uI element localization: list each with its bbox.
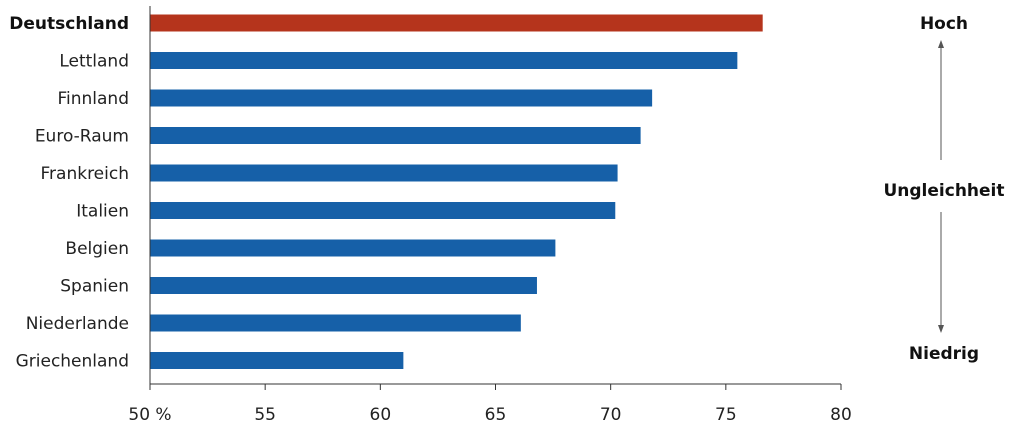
arrow-down-icon <box>938 325 944 333</box>
bar <box>150 352 404 369</box>
category-label: Euro-Raum <box>35 127 129 147</box>
x-tick-label: 60 <box>370 405 392 425</box>
inequality-scale: Hoch Ungleichheit Niedrig <box>883 14 1004 364</box>
bar <box>150 89 653 107</box>
bars-group <box>150 14 763 369</box>
x-ticks: 50 % 55 60 65 70 75 80 <box>128 384 852 425</box>
category-labels: Deutschland Lettland Finnland Euro-Raum Fran… <box>9 14 129 372</box>
bar <box>150 52 738 69</box>
scale-high-label: Hoch <box>920 14 968 34</box>
scale-middle-label: Ungleichheit <box>883 181 1004 201</box>
bar <box>150 202 616 219</box>
category-label: Finnland <box>57 89 129 109</box>
category-label: Deutschland <box>9 14 129 34</box>
bar <box>150 277 537 294</box>
category-label: Spanien <box>60 277 129 297</box>
category-label: Griechenland <box>16 352 129 372</box>
scale-low-label: Niedrig <box>909 344 979 364</box>
bar <box>150 127 641 144</box>
x-tick-label: 65 <box>485 405 507 425</box>
bar <box>150 239 556 257</box>
x-tick-label: 70 <box>600 405 622 425</box>
x-tick-label: 55 <box>254 405 276 425</box>
x-tick-label: 50 % <box>128 405 171 425</box>
category-label: Niederlande <box>26 314 129 334</box>
category-label: Frankreich <box>41 164 130 184</box>
category-label: Italien <box>76 202 129 222</box>
bar <box>150 14 763 32</box>
bar <box>150 314 521 332</box>
x-tick-label: 80 <box>830 405 852 425</box>
x-tick-label: 75 <box>715 405 737 425</box>
bar <box>150 164 618 182</box>
arrow-up-icon <box>938 40 944 48</box>
category-label: Belgien <box>65 239 129 259</box>
category-label: Lettland <box>59 52 129 72</box>
